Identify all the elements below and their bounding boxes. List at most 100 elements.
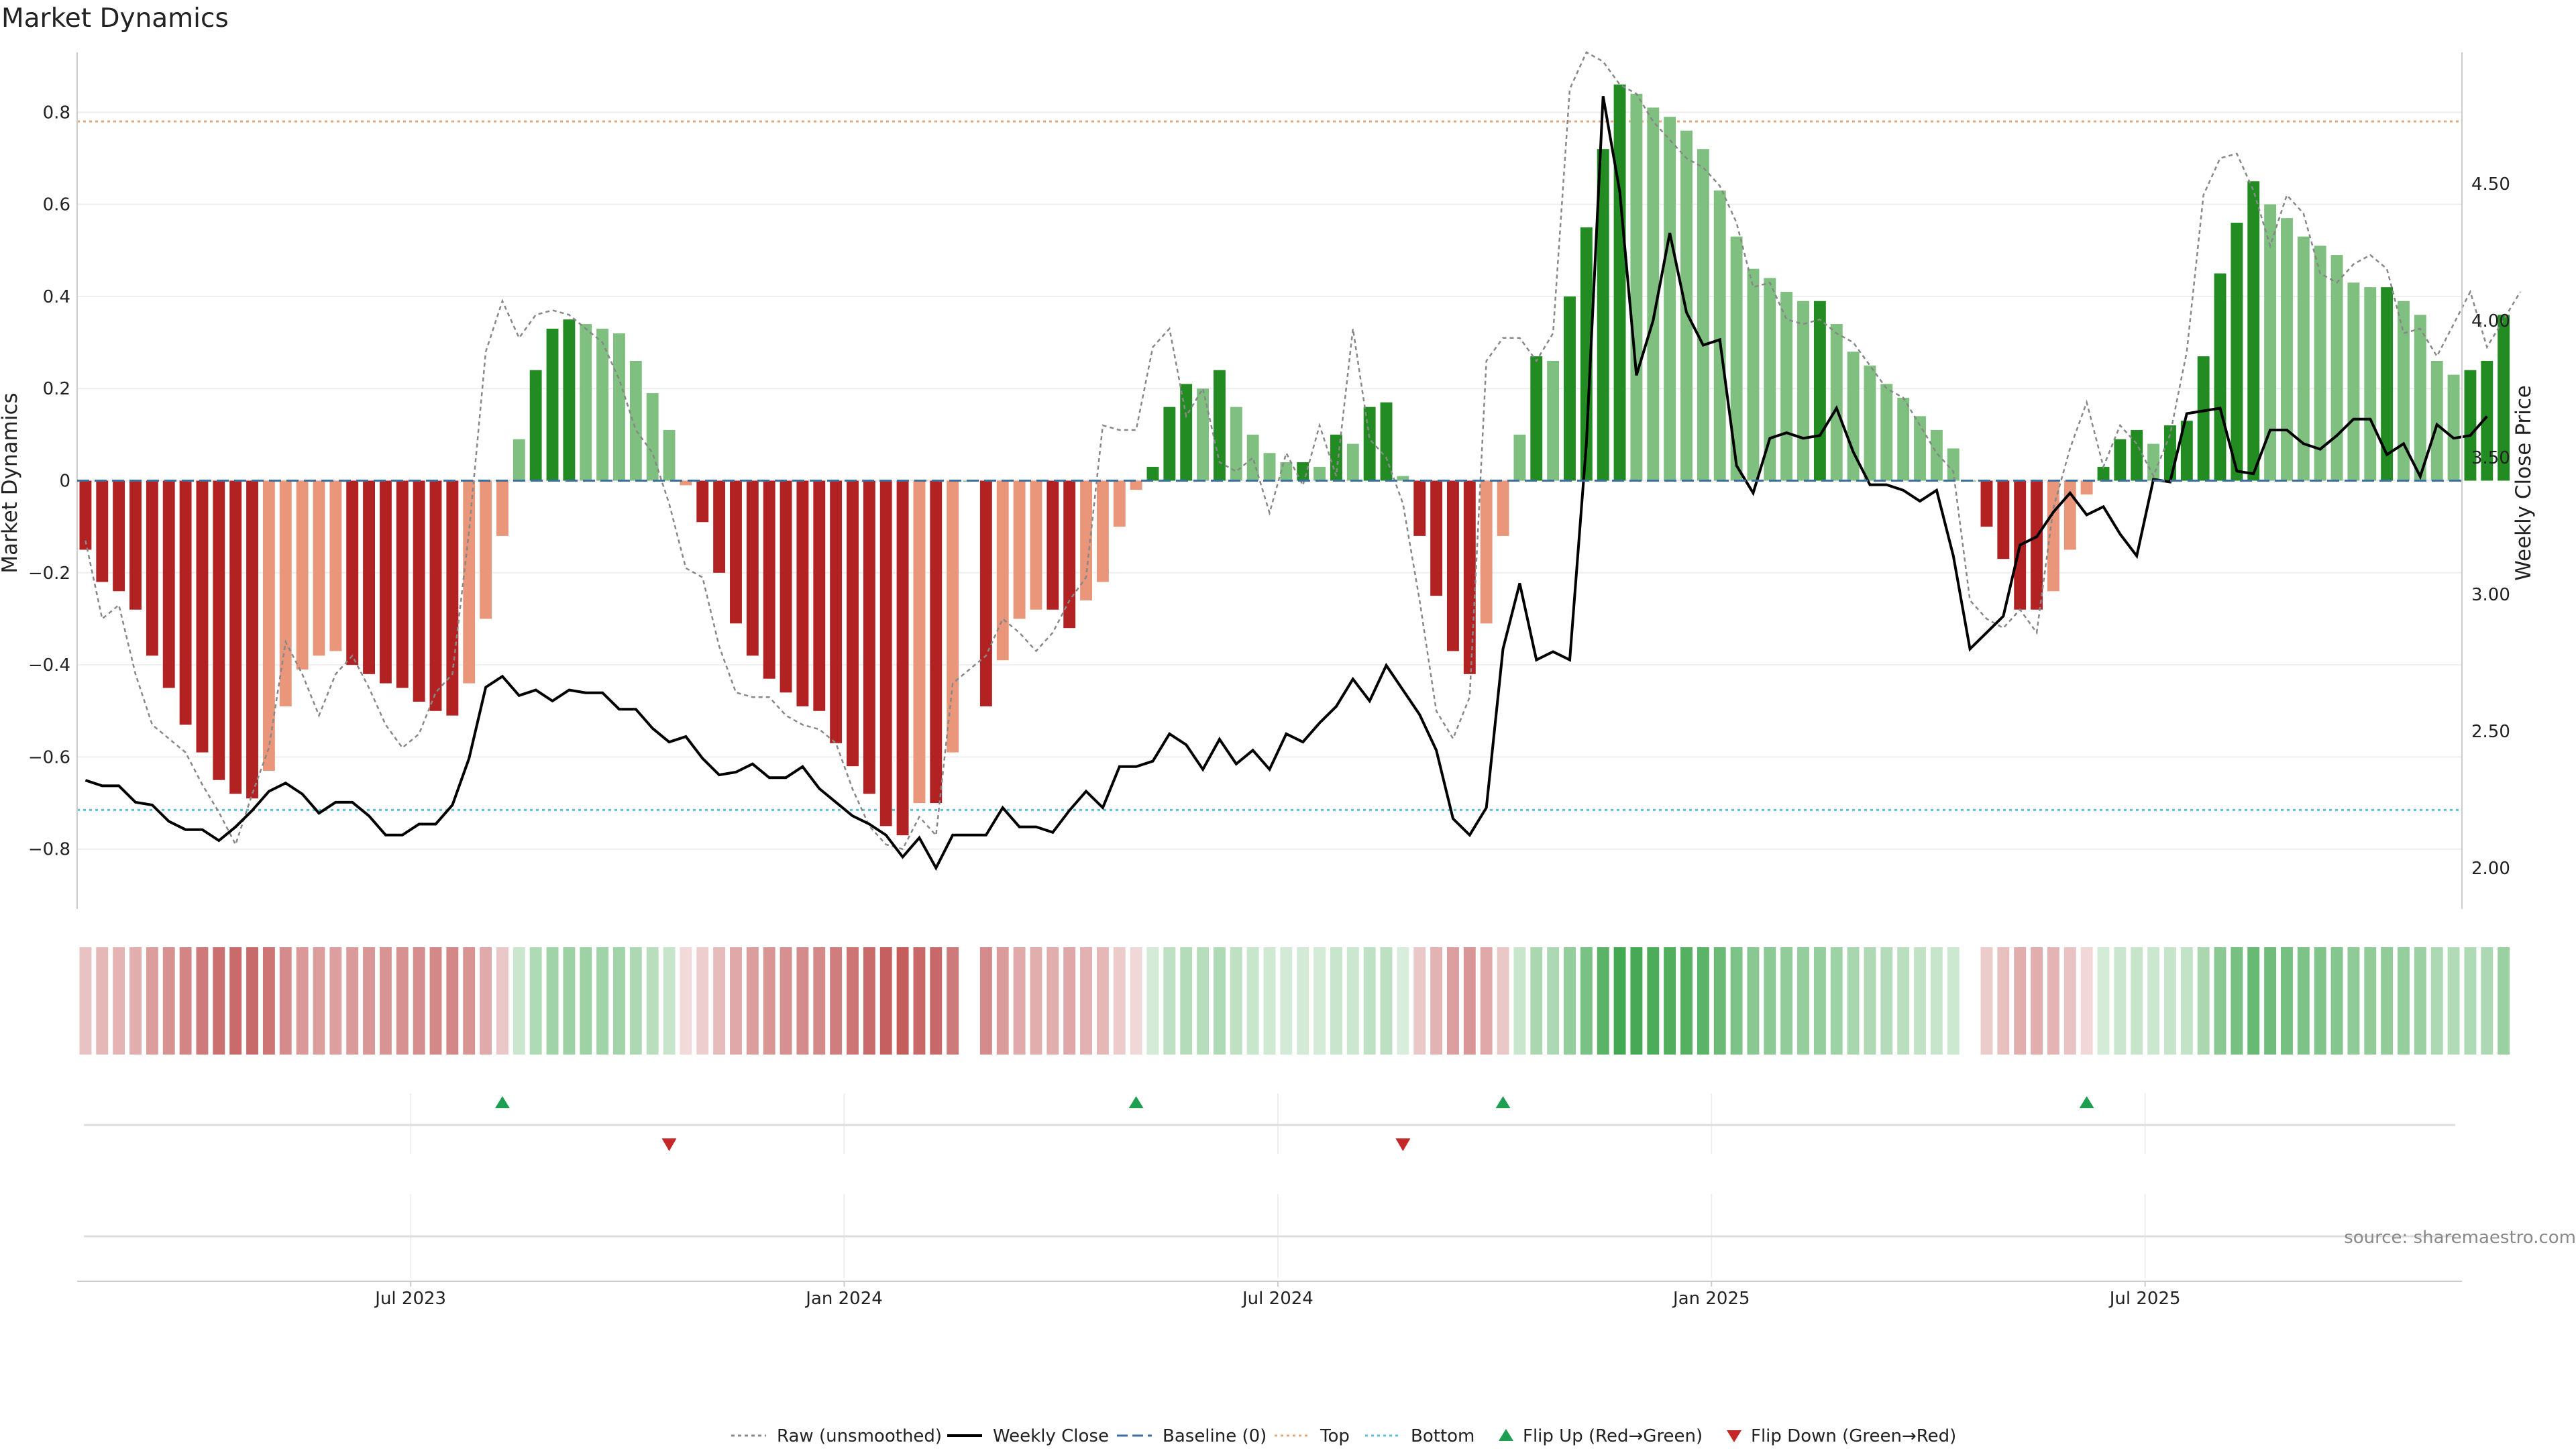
legend-label: Flip Up (Red→Green) [1523,1426,1703,1446]
heat-cell [2364,947,2377,1055]
heat-cell [780,947,792,1055]
momentum-bar [596,328,609,481]
legend-item: Flip Up (Red→Green) [1499,1426,1703,1446]
x-tick-label: Jan 2025 [1672,1289,1750,1309]
momentum-bar [563,319,576,481]
momentum-bar [2163,425,2176,481]
heat-cell [2197,947,2210,1055]
momentum-bar [1880,384,1893,481]
heat-cell [2047,947,2059,1055]
momentum-bar [746,480,759,656]
momentum-bar [296,480,309,669]
left-tick-label: −0.6 [28,747,70,767]
right-tick-label: 3.50 [2471,448,2510,468]
heat-cell [1847,947,1860,1055]
momentum-bar [2147,443,2160,481]
main-panel: −0.8 −0.6 −0.4 −0.2 0 0.2 0.4 0.6 0.8 2.00 2.50 3.… [0,51,2536,909]
flip-markers-panel [84,1093,2455,1154]
heat-cell [96,947,109,1055]
heat-cell [1230,947,1242,1055]
momentum-bar [1864,365,1876,481]
momentum-bar [463,480,476,684]
heat-cell [1730,947,1743,1055]
momentum-bar [1530,356,1543,481]
heat-cell [1530,947,1543,1055]
heat-cell [2231,947,2243,1055]
heat-cell [2097,947,2110,1055]
legend: Raw (unsmoothed) Weekly Close Baseline (0)… [731,1426,1956,1446]
heat-cell [1747,947,1760,1055]
heat-cell [1030,947,1042,1055]
heat-cell [1297,947,1309,1055]
heat-cell [1197,947,1210,1055]
raw-unsmoothed-line [85,51,2522,851]
momentum-bar [629,360,642,481]
heat-cell [1880,947,1893,1055]
left-tick-label: −0.4 [28,655,70,676]
momentum-bar [1914,416,1926,481]
momentum-bar [847,480,859,767]
momentum-bar [2381,287,2394,481]
heat-cell [1713,947,1726,1055]
heat-cell [1280,947,1293,1055]
momentum-bar [129,480,142,610]
heat-cell [2430,947,2443,1055]
momentum-bar [1613,85,1626,481]
momentum-bar [546,328,559,481]
momentum-bar [262,480,275,771]
momentum-bar [2080,480,2093,495]
left-tick-label: −0.8 [28,840,70,860]
heat-cell [2080,947,2093,1055]
heat-cell [613,947,625,1055]
momentum-bar [79,480,92,550]
momentum-bar [2398,301,2410,481]
heat-cell [529,947,542,1055]
heat-cell [1497,947,1509,1055]
heat-cell [429,947,442,1055]
legend-item: Flip Down (Green→Red) [1727,1426,1956,1446]
heat-cell [2147,947,2160,1055]
heat-cell [746,947,759,1055]
momentum-bar [1580,227,1593,481]
momentum-bar [1463,480,1476,674]
heat-cell [2281,947,2293,1055]
momentum-bar [2281,218,2293,481]
momentum-bar [2214,273,2226,481]
left-tick-label: 0.6 [43,195,70,215]
left-tick-label: 0.2 [43,379,70,399]
heat-cell [2481,947,2493,1055]
momentum-bar [896,480,909,836]
heat-cell [296,947,309,1055]
momentum-bar [1280,462,1293,481]
heat-cell [1830,947,1843,1055]
heat-cell [1080,947,1092,1055]
right-axis-label: Weekly Close Price [2512,385,2536,581]
heat-cell [2447,947,2460,1055]
heat-cell [363,947,376,1055]
left-tick-label: −0.2 [28,564,70,584]
heat-cell [279,947,292,1055]
momentum-bar [2430,360,2443,481]
heat-cell [930,947,943,1055]
x-tick-label: Jul 2023 [374,1289,446,1309]
flip-up-marker [494,1096,510,1108]
momentum-bar [2464,370,2477,481]
heat-cell [730,947,742,1055]
heat-cell [1980,947,1993,1055]
momentum-bar [713,480,726,573]
momentum-bar [1480,480,1493,624]
momentum-bar [1080,480,1092,601]
flip-up-marker [2079,1096,2094,1108]
heat-cell [2464,947,2477,1055]
momentum-bar [1797,301,1809,481]
momentum-bar [930,480,943,804]
heat-cell [1997,947,2010,1055]
momentum-bar [2347,282,2360,481]
momentum-bar [1213,370,1226,481]
momentum-bar [1497,480,1509,536]
right-tick-label: 4.00 [2471,311,2510,331]
momentum-bar [646,393,659,481]
heat-cell [546,947,559,1055]
momentum-bar [1130,480,1142,490]
